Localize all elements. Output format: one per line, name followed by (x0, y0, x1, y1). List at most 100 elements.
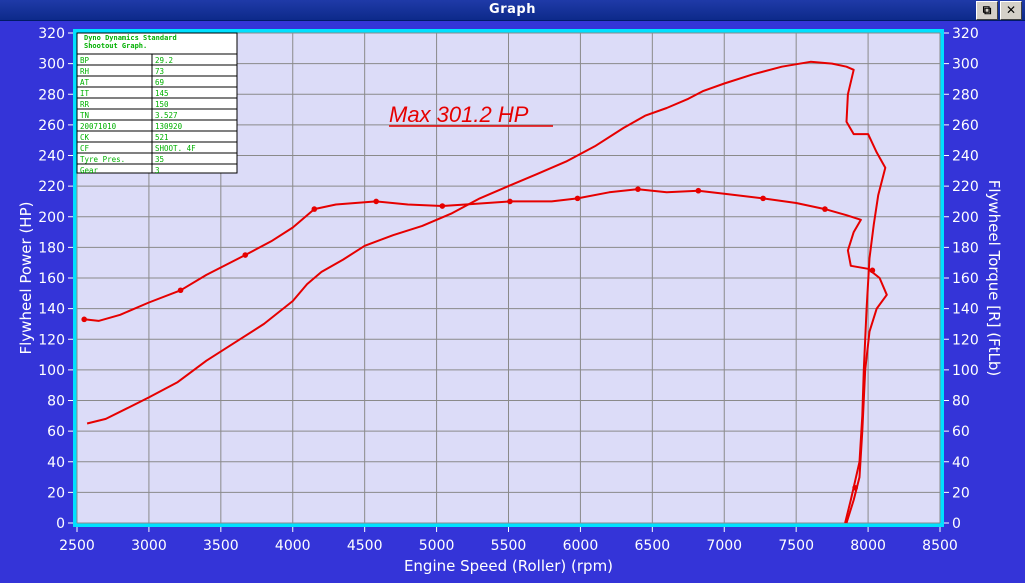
x-tick-label: 8500 (922, 538, 958, 554)
y2-tick-label: 40 (952, 455, 970, 471)
torque-curve (84, 188, 888, 524)
y2-tick-label: 240 (952, 149, 979, 165)
info-key: BP (80, 56, 90, 65)
info-key: TN (80, 111, 89, 120)
info-header-line: Shootout Graph. (84, 42, 147, 50)
max-hp-annotation: Max 301.2 HP (389, 102, 529, 127)
y2-tick-label: 220 (952, 179, 979, 195)
data-point (507, 198, 513, 205)
y-tick-label: 0 (56, 516, 65, 532)
data-point (311, 206, 318, 212)
y2-tick-label: 0 (952, 516, 961, 532)
series-group (81, 60, 888, 524)
data-point (822, 206, 828, 212)
x-tick-label: 3500 (203, 538, 239, 554)
info-key: Tyre Pres. (80, 155, 125, 164)
data-point (869, 267, 876, 274)
info-key: AT (80, 78, 90, 87)
y-tick-label: 100 (38, 363, 65, 379)
axis-ticks: 0 0 20 20 40 40 60 60 80 80 100 100 120 120 140 140 160 1… (38, 26, 978, 554)
y-tick-label: 120 (38, 332, 65, 348)
info-value: 3.527 (155, 111, 178, 120)
power-curve (86, 60, 887, 524)
x-tick-label: 6500 (635, 538, 671, 554)
info-key: RR (80, 100, 90, 109)
x-tick-label: 5500 (491, 538, 527, 554)
y-axis-label-left: Flywheel Power (HP) (17, 202, 35, 355)
data-point (439, 203, 446, 209)
info-value: 69 (155, 78, 164, 87)
x-tick-label: 7000 (706, 538, 742, 554)
y2-tick-label: 160 (952, 271, 979, 287)
y-tick-label: 200 (38, 210, 65, 226)
x-tick-label: 4500 (347, 538, 383, 554)
y2-tick-label: 20 (952, 485, 970, 501)
y2-tick-label: 200 (952, 210, 979, 226)
y2-tick-label: 140 (952, 302, 979, 318)
data-point (177, 287, 184, 294)
y-tick-label: 300 (38, 57, 65, 73)
x-axis-label: Engine Speed (Roller) (rpm) (404, 557, 613, 575)
y-tick-label: 220 (38, 179, 65, 195)
data-point (635, 186, 641, 192)
y2-tick-label: 60 (952, 424, 970, 440)
info-value: 73 (155, 67, 164, 76)
info-value: 145 (155, 89, 169, 98)
info-value: SHOOT. 4F (155, 144, 196, 153)
title-bar: Graph ⧉ ✕ (0, 0, 1025, 21)
data-point (574, 195, 581, 202)
window-title: Graph (489, 2, 536, 17)
x-tick-label: 4000 (275, 538, 311, 554)
close-button[interactable]: ✕ (1000, 1, 1022, 20)
y-tick-label: 260 (38, 118, 65, 134)
info-value: 35 (155, 155, 164, 164)
x-tick-label: 3000 (131, 538, 167, 554)
info-key: CK (80, 133, 90, 142)
info-key: 20071010 (80, 122, 117, 131)
y-axis-label-right: Flywheel Torque [R] (FtLb) (985, 180, 1003, 377)
info-value: 150 (155, 100, 169, 109)
x-tick-label: 6000 (563, 538, 599, 554)
info-key: IT (80, 89, 90, 98)
data-point (373, 198, 379, 205)
dyno-chart: 0 0 20 20 40 40 60 60 80 80 100 100 120 120 140 140 160 1… (17, 26, 1003, 575)
info-key: Gear (80, 166, 99, 175)
y2-tick-label: 80 (952, 394, 970, 410)
y-tick-label: 240 (38, 149, 65, 165)
y-tick-label: 20 (47, 485, 65, 501)
restore-button[interactable]: ⧉ (976, 1, 998, 20)
info-value: 29.2 (155, 56, 173, 65)
info-header-line: Dyno Dynamics Standard (84, 34, 177, 42)
y-tick-label: 180 (38, 240, 65, 256)
x-tick-label: 7500 (778, 538, 814, 554)
y2-tick-label: 180 (952, 240, 979, 256)
y2-tick-label: 100 (952, 363, 979, 379)
x-tick-label: 2500 (59, 538, 95, 554)
y2-tick-label: 280 (952, 87, 979, 103)
y2-tick-label: 320 (952, 26, 979, 42)
y2-tick-label: 260 (952, 118, 979, 134)
data-point (852, 484, 858, 491)
y2-tick-label: 300 (952, 57, 979, 73)
y-tick-label: 160 (38, 271, 65, 287)
y-tick-label: 40 (47, 455, 65, 471)
x-tick-label: 8000 (850, 538, 886, 554)
data-point (695, 187, 702, 194)
y-tick-label: 140 (38, 302, 65, 318)
info-key: RH (80, 67, 90, 76)
data-point (242, 252, 249, 258)
info-value: 521 (155, 133, 169, 142)
data-point (81, 316, 87, 323)
info-value: 3 (155, 166, 160, 175)
info-box-bg (76, 32, 238, 174)
y-tick-label: 80 (47, 394, 65, 410)
y-tick-label: 280 (38, 87, 65, 103)
data-point (760, 195, 766, 202)
x-tick-label: 5000 (419, 538, 455, 554)
y-tick-label: 320 (38, 26, 65, 42)
y-tick-label: 60 (47, 424, 65, 440)
y2-tick-label: 120 (952, 332, 979, 348)
info-value: 130920 (155, 122, 183, 131)
